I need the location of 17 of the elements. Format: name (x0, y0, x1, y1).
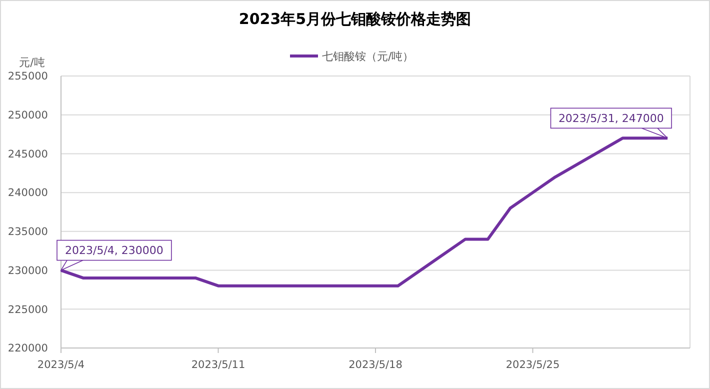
annotation: 2023/5/4, 230000 (65, 244, 164, 258)
y-tick-label: 230000 (8, 264, 48, 277)
x-tick-label: 2023/5/11 (191, 359, 246, 371)
annotation: 2023/5/31, 247000 (558, 112, 664, 126)
x-tick-label: 2023/5/25 (506, 359, 560, 371)
y-tick-label: 250000 (8, 110, 48, 122)
y-tick-label: 235000 (8, 226, 48, 238)
legend-label: 七钼酸铵（元/吨） (322, 50, 414, 63)
x-tick-label: 2023/5/18 (348, 359, 402, 371)
chart-title: 2023年5月份七钼酸铵价格走势图 (238, 10, 472, 28)
y-axis-title: 元/吨 (19, 56, 45, 69)
y-tick-label: 245000 (8, 148, 48, 160)
y-tick-label: 225000 (8, 304, 48, 316)
y-tick-label: 255000 (8, 70, 48, 83)
y-tick-label: 240000 (8, 187, 48, 200)
y-tick-label: 220000 (8, 342, 48, 355)
x-tick-label: 2023/5/4 (37, 359, 85, 371)
